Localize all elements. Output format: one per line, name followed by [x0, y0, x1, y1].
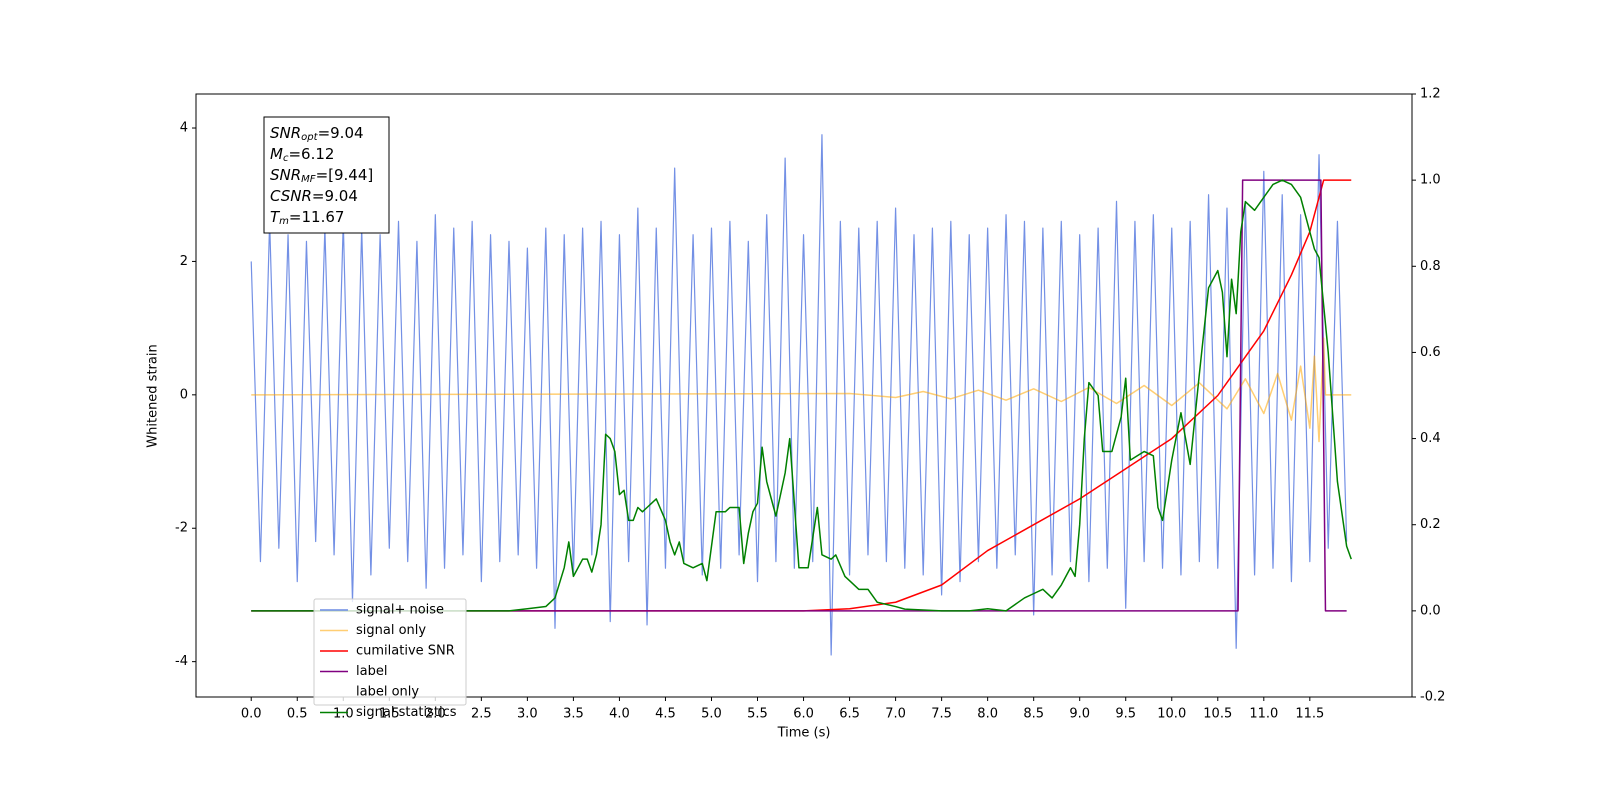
- annotation-value: =11.67: [289, 208, 345, 226]
- y-axis-label: Whitened strain: [146, 344, 161, 447]
- annotation-subscript: m: [279, 216, 289, 227]
- y-tick-label: 0: [180, 387, 188, 402]
- x-tick-label: 1.0: [333, 707, 354, 722]
- legend: signal+ noise signal only cumilative SNR la…: [313, 598, 467, 720]
- x-tick-label: 6.0: [793, 707, 814, 722]
- y2-tick-label: 1.2: [1420, 87, 1441, 102]
- y-tick-label: -4: [175, 654, 188, 669]
- x-tick-label: 10.5: [1203, 707, 1232, 722]
- annotation-subscript: opt: [301, 132, 318, 143]
- y-tick-label: 2: [180, 254, 188, 269]
- annotation-value: =9.04: [312, 187, 358, 205]
- annotation-line: Tm=11.67: [270, 208, 344, 228]
- x-tick-label: 10.0: [1157, 707, 1186, 722]
- annotation-value: =9.04: [318, 124, 364, 142]
- y2-tick-label: -0.2: [1420, 690, 1445, 705]
- x-tick-label: 9.0: [1069, 707, 1090, 722]
- x-axis-label: Time (s): [777, 726, 831, 741]
- x-tick-label: 9.5: [1115, 707, 1136, 722]
- y2-tick-label: 0.0: [1420, 603, 1441, 618]
- legend-label: label only: [356, 685, 419, 700]
- annotation-symbol: CSNR: [270, 187, 312, 205]
- series-line: [251, 179, 1352, 612]
- x-tick-label: 11.0: [1249, 707, 1278, 722]
- x-tick-label: 7.0: [885, 707, 906, 722]
- y2-tick-label: 0.4: [1420, 431, 1441, 446]
- series-line: [251, 337, 1352, 443]
- annotation-line: SNRMF=[9.44]: [270, 166, 373, 186]
- legend-label: signal statistics: [356, 705, 457, 720]
- legend-frame: [313, 598, 467, 706]
- annotation-line: CSNR=9.04: [270, 187, 358, 205]
- annotation-symbol: T: [270, 208, 281, 226]
- x-tick-label: 6.5: [839, 707, 860, 722]
- annotation-subscript: MF: [301, 174, 316, 185]
- annotation-frame: [263, 116, 390, 234]
- x-tick-label: 2.5: [471, 707, 492, 722]
- series-line: [251, 179, 1352, 612]
- y2-tick-label: 1.0: [1420, 173, 1441, 188]
- x-tick-label: 2.0: [425, 707, 446, 722]
- x-tick-label: 5.5: [747, 707, 768, 722]
- x-tick-label: 8.5: [1023, 707, 1044, 722]
- annotation-value: =[9.44]: [316, 166, 374, 184]
- annotation-value: =6.12: [288, 145, 334, 163]
- x-tick-label: 5.0: [701, 707, 722, 722]
- y-tick-label: 4: [180, 121, 188, 136]
- y2-tick-label: 0.8: [1420, 259, 1441, 274]
- legend-label: signal only: [356, 623, 426, 638]
- annotation-line: SNRopt=9.04: [270, 124, 364, 144]
- annotation-line: Mc=6.12: [270, 145, 334, 165]
- legend-label: label: [356, 664, 387, 679]
- x-tick-label: 1.5: [379, 707, 400, 722]
- legend-label: signal+ noise: [356, 603, 444, 618]
- x-tick-label: 4.0: [609, 707, 630, 722]
- x-tick-label: 0.5: [287, 707, 308, 722]
- legend-label: cumilative SNR: [356, 644, 455, 659]
- x-tick-label: 7.5: [931, 707, 952, 722]
- annotation-symbol: SNR: [270, 124, 301, 142]
- annotation-box: SNRopt=9.04Mc=6.12SNRMF=[9.44]CSNR=9.04T…: [263, 116, 390, 234]
- y2-tick-label: 0.6: [1420, 345, 1441, 360]
- x-tick-label: 11.5: [1295, 707, 1324, 722]
- x-tick-label: 3.5: [563, 707, 584, 722]
- x-tick-label: 4.5: [655, 707, 676, 722]
- y2-tick-label: 0.2: [1420, 517, 1441, 532]
- annotation-symbol: M: [270, 145, 283, 163]
- x-tick-label: 0.0: [241, 707, 262, 722]
- y-tick-label: -2: [175, 521, 188, 536]
- annotation-subscript: c: [283, 153, 289, 164]
- annotation-symbol: SNR: [270, 166, 301, 184]
- x-tick-label: 8.0: [977, 707, 998, 722]
- plot-area: [250, 134, 1352, 656]
- x-tick-label: 3.0: [517, 707, 538, 722]
